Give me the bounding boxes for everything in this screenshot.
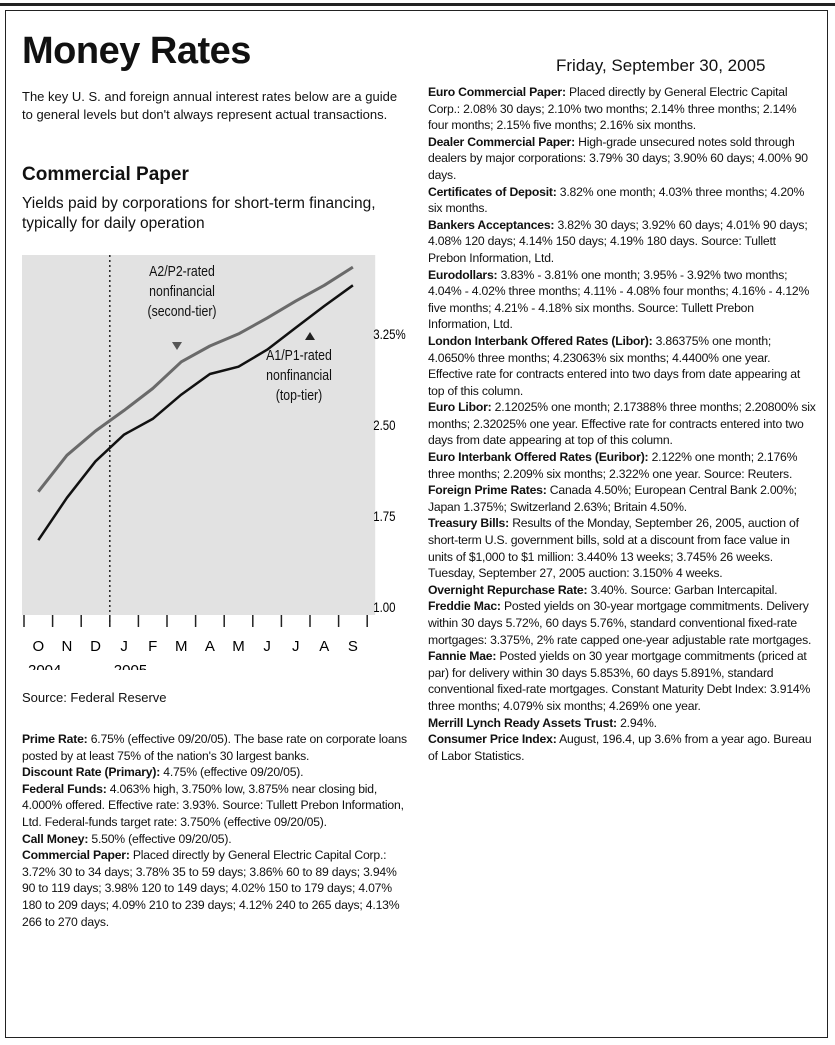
rate-text: 3.40%. Source: Garban Intercapital.: [590, 582, 778, 597]
rate-label: Commercial Paper:: [22, 848, 130, 863]
rate-text: High-grade unsecured notes sold through …: [428, 134, 808, 182]
rate-label: Eurodollars:: [428, 267, 498, 282]
rate-item: Eurodollars: 3.83% - 3.81% one month; 3.…: [428, 267, 816, 333]
rate-item: Bankers Acceptances: 3.82% 30 days; 3.92…: [428, 217, 816, 267]
intro: The key U. S. and foreign annual interes…: [22, 89, 398, 122]
rate-item: Commercial Paper: Placed directly by Gen…: [22, 847, 410, 930]
rate-text: 5.50% (effective 09/20/05).: [91, 831, 232, 846]
rate-text: 2.94%.: [620, 715, 657, 730]
rate-label: Prime Rate:: [22, 732, 88, 746]
rate-label: Merrill Lynch Ready Assets Trust:: [428, 715, 617, 730]
rate-item: Prime Rate: 6.75% (effective 09/20/05). …: [22, 731, 410, 764]
rate-item: Euro Commercial Paper: Placed directly b…: [428, 84, 816, 134]
rate-item: Discount Rate (Primary): 4.75% (effectiv…: [22, 764, 410, 781]
rate-text: Canada 4.50%; European Central Bank 2.00…: [428, 483, 797, 514]
rate-text: 4.063% high, 3.750% low, 3.875% near clo…: [22, 781, 404, 829]
y-tick-label: 1.00: [373, 599, 395, 615]
rate-text: 2.122% one month; 2.176% three months; 2…: [428, 450, 798, 481]
x-tick-label: F: [148, 638, 157, 655]
rate-item: Merrill Lynch Ready Assets Trust: 2.94%.: [428, 715, 816, 732]
x-tick-label: M: [175, 638, 188, 655]
x-tick-label: J: [120, 638, 128, 655]
frame: [5, 10, 828, 1038]
x-tick-label: J: [263, 638, 271, 655]
x-tick-label: A: [319, 638, 329, 655]
x-tick-label: J: [292, 638, 300, 655]
x-tick-label: D: [90, 638, 101, 655]
section-title: Commercial Paper: [22, 164, 189, 185]
rate-label: Federal Funds:: [22, 781, 107, 796]
rate-label: Bankers Acceptances:: [428, 217, 555, 232]
series-line: [37, 284, 354, 541]
rate-text: 3.82% 30 days; 3.92% 60 days; 4.01% 90 d…: [428, 217, 808, 265]
left-column: Prime Rate: 6.75% (effective 09/20/05). …: [22, 731, 410, 930]
pointer: [305, 332, 315, 340]
x-tick-label: S: [348, 638, 358, 655]
rate-text: Posted yields on 30 year mortgage commit…: [428, 649, 811, 713]
rate-text: 3.83% - 3.81% one month; 3.95% - 3.92% t…: [428, 267, 810, 332]
rate-label: Overnight Repurchase Rate:: [428, 582, 588, 597]
date: Friday, September 30, 2005: [556, 56, 766, 75]
rate-label: Treasury Bills:: [428, 516, 509, 531]
year-label: 2004: [28, 662, 61, 670]
rate-label: Dealer Commercial Paper:: [428, 134, 575, 149]
rate-text: Placed directly by General Electric Capi…: [22, 848, 400, 929]
rate-text: Placed directly by General Electric Capi…: [428, 85, 797, 133]
section-subtitle: Yields paid by corporations for short-te…: [22, 195, 376, 232]
rate-item: Call Money: 5.50% (effective 09/20/05).: [22, 831, 410, 848]
rate-item: Fannie Mae: Posted yields on 30 year mor…: [428, 648, 816, 714]
rate-label: Consumer Price Index:: [428, 732, 557, 747]
x-tick-label: O: [32, 638, 44, 655]
chart-svg: 1.001.752.503.25%ONDJFMAMJJAS20042005: [22, 255, 406, 670]
y-tick-label: 1.75: [373, 508, 395, 524]
rate-label: Fannie Mae:: [428, 649, 497, 664]
rate-label: Foreign Prime Rates:: [428, 483, 547, 498]
year-label: 2005: [114, 662, 147, 670]
rate-label: London Interbank Offered Rates (Libor):: [428, 333, 653, 348]
rate-label: Discount Rate (Primary):: [22, 765, 161, 780]
series-label: A2/P2-rated nonfinancial (second-tier): [147, 263, 217, 320]
rate-item: Federal Funds: 4.063% high, 3.750% low, …: [22, 781, 410, 831]
x-tick-label: N: [61, 638, 72, 655]
series-line: [37, 265, 354, 493]
rate-text: August, 196.4, up 3.6% from a year ago. …: [428, 732, 812, 763]
rate-text: 2.12025% one month; 2.17388% three month…: [428, 400, 816, 448]
pointer: [172, 342, 182, 350]
right-column: Euro Commercial Paper: Placed directly b…: [428, 84, 816, 764]
rate-item: Euro Interbank Offered Rates (Euribor): …: [428, 449, 816, 482]
chart: 1.001.752.503.25%ONDJFMAMJJAS20042005 A2…: [22, 250, 412, 670]
y-tick-label: 2.50: [373, 417, 395, 433]
rate-text: 3.86375% one month; 4.0650% three months…: [428, 333, 801, 398]
title: Money Rates: [22, 30, 251, 72]
rate-item: Certificates of Deposit: 3.82% one month…: [428, 184, 816, 217]
rate-label: Euro Interbank Offered Rates (Euribor):: [428, 450, 649, 465]
rate-text: 4.75% (effective 09/20/05).: [163, 765, 304, 780]
rate-label: Certificates of Deposit:: [428, 184, 557, 199]
rate-item: London Interbank Offered Rates (Libor): …: [428, 333, 816, 399]
rate-label: Call Money:: [22, 831, 89, 846]
rate-item: Consumer Price Index: August, 196.4, up …: [428, 731, 816, 764]
rate-text: 6.75% (effective 09/20/05). The base rat…: [22, 732, 407, 763]
rate-label: Euro Commercial Paper:: [428, 85, 566, 99]
rate-item: Dealer Commercial Paper: High-grade unse…: [428, 134, 816, 184]
y-tick-label: 3.25%: [373, 326, 406, 342]
rate-text: 3.82% one month; 4.03% three months; 4.2…: [428, 184, 805, 216]
rate-item: Treasury Bills: Results of the Monday, S…: [428, 515, 816, 581]
rate-item: Foreign Prime Rates: Canada 4.50%; Europ…: [428, 482, 816, 515]
x-tick-label: M: [232, 638, 245, 655]
rate-label: Euro Libor:: [428, 400, 492, 415]
rule: [0, 3, 835, 6]
rate-text: Posted yields on 30-year mortgage commit…: [428, 599, 812, 647]
rate-item: Overnight Repurchase Rate: 3.40%. Source…: [428, 582, 816, 599]
source: Source: Federal Reserve: [22, 690, 167, 705]
plot-background: [22, 255, 376, 615]
x-tick-label: A: [205, 638, 215, 655]
rate-item: Freddie Mac: Posted yields on 30-year mo…: [428, 598, 816, 648]
series-label: A1/P1-rated nonfinancial (top-tier): [266, 347, 332, 404]
rate-item: Euro Libor: 2.12025% one month; 2.17388%…: [428, 399, 816, 449]
rate-text: Results of the Monday, September 26, 200…: [428, 516, 799, 581]
rate-label: Freddie Mac:: [428, 599, 501, 614]
